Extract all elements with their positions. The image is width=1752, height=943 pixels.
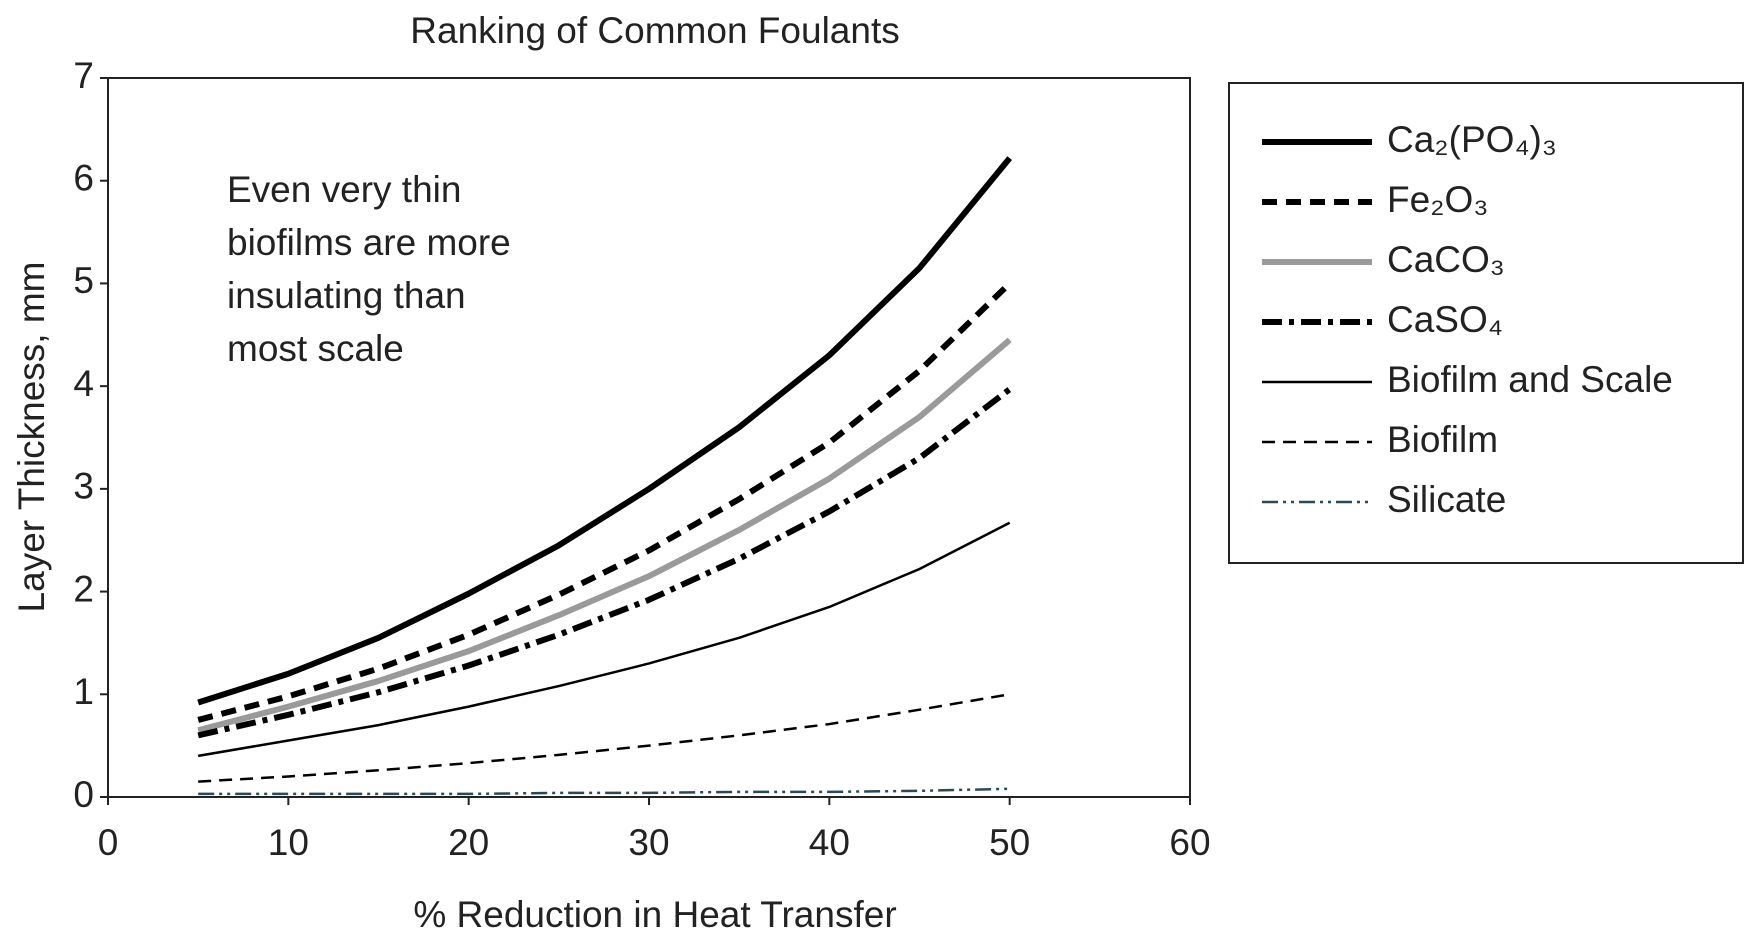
legend-label: CaCO₃ xyxy=(1387,239,1505,280)
y-axis-label: Layer Thickness, mm xyxy=(11,262,52,613)
annotation: most scale xyxy=(227,328,404,369)
y-tick-label: 4 xyxy=(73,363,94,404)
legend-box xyxy=(1228,82,1744,564)
legend-label: Biofilm and Scale xyxy=(1387,359,1673,400)
y-tick-label: 6 xyxy=(73,157,94,198)
x-tick-label: 20 xyxy=(448,822,489,863)
y-tick-label: 0 xyxy=(73,774,94,815)
series-line xyxy=(197,281,1012,723)
x-tick-label: 10 xyxy=(268,822,309,863)
series-line xyxy=(197,337,1012,734)
x-tick-label: 50 xyxy=(989,822,1030,863)
x-tick-label: 30 xyxy=(628,822,669,863)
annotation: Even very thin xyxy=(227,169,461,210)
series-line xyxy=(198,693,1010,783)
legend-label: Silicate xyxy=(1387,479,1506,520)
x-tick-label: 0 xyxy=(98,822,119,863)
x-tick-label: 60 xyxy=(1169,822,1210,863)
series-line xyxy=(197,521,1011,758)
annotation: biofilms are more xyxy=(227,222,511,263)
y-tick-label: 1 xyxy=(73,671,94,712)
y-tick-label: 3 xyxy=(73,466,94,507)
x-tick-label: 40 xyxy=(809,822,850,863)
series-line xyxy=(197,156,1012,706)
annotation: insulating than xyxy=(227,275,466,316)
x-axis-label: % Reduction in Heat Transfer xyxy=(413,894,896,935)
series-line xyxy=(198,787,1010,796)
legend-label: Fe₂O₃ xyxy=(1387,179,1488,220)
y-tick-label: 2 xyxy=(73,568,94,609)
y-tick-label: 5 xyxy=(73,260,94,301)
legend-label: CaSO₄ xyxy=(1387,299,1503,340)
y-tick-label: 7 xyxy=(73,55,94,96)
legend-label: Biofilm xyxy=(1387,419,1498,460)
legend-label: Ca₂(PO₄)₃ xyxy=(1387,119,1557,160)
chart-title: Ranking of Common Foulants xyxy=(410,10,899,51)
